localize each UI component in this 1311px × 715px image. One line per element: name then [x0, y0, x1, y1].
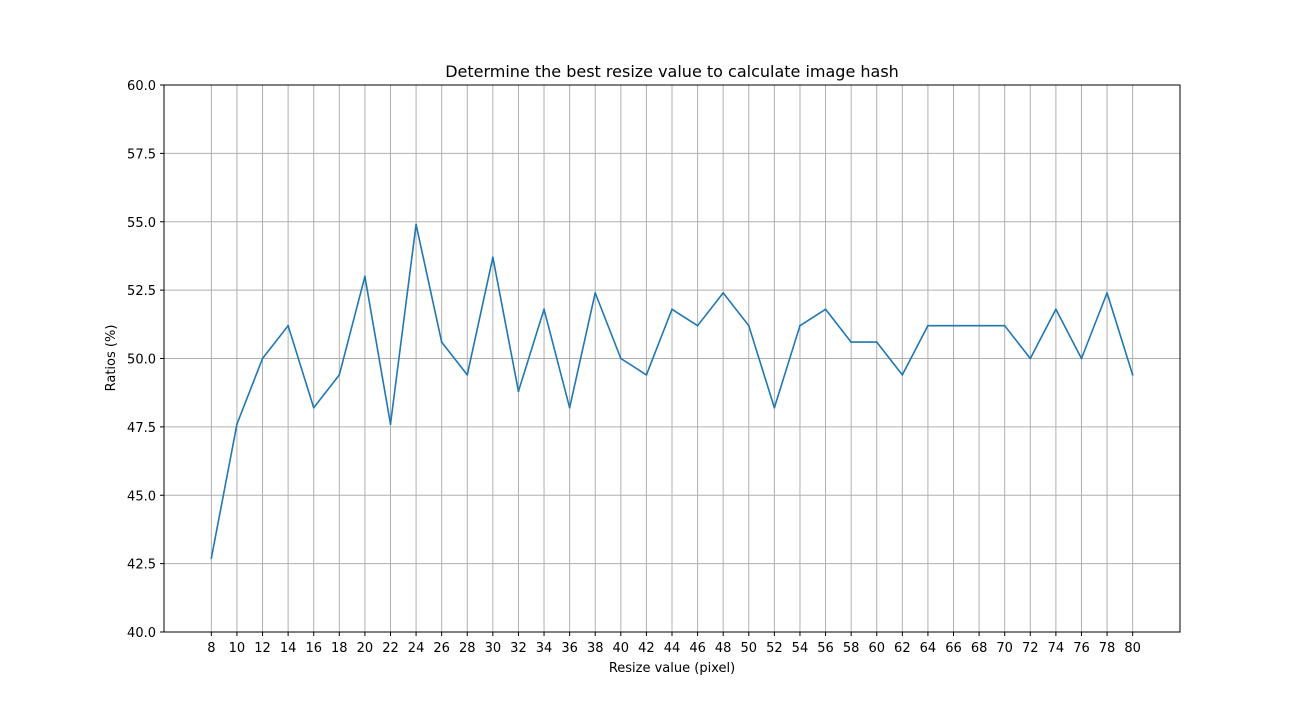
data-point: [875, 341, 878, 343]
x-tick-label: 20: [357, 641, 374, 656]
data-point: [747, 324, 750, 327]
y-tick-label: 40.0: [127, 626, 156, 641]
x-tick-label: 60: [868, 641, 885, 656]
data-point: [568, 406, 571, 409]
x-tick-label: 24: [408, 641, 425, 656]
x-tick-label: 12: [254, 641, 271, 656]
data-point: [799, 324, 801, 327]
x-tick-label: 78: [1099, 641, 1116, 656]
x-tick-label: 70: [996, 641, 1013, 656]
x-tick-label: 26: [433, 641, 450, 656]
data-point: [287, 324, 290, 327]
x-tick-label: 72: [1022, 641, 1039, 656]
chart-title: Determine the best resize value to calcu…: [445, 62, 899, 81]
data-point: [901, 374, 904, 376]
data-point: [1029, 357, 1032, 360]
x-tick-label: 32: [510, 641, 527, 656]
x-tick-label: 58: [843, 641, 860, 656]
data-point: [696, 324, 699, 327]
data-point: [1106, 291, 1108, 294]
data-point: [363, 275, 366, 278]
x-tick-label: 64: [920, 641, 937, 656]
data-point: [466, 374, 469, 376]
y-tick-label: 52.5: [127, 284, 156, 299]
y-tick-label: 60.0: [127, 79, 156, 94]
data-point: [261, 357, 264, 360]
x-tick-label: 14: [280, 641, 297, 656]
x-tick-label: 54: [792, 641, 809, 656]
data-point: [645, 374, 648, 376]
data-point: [671, 308, 673, 311]
data-point: [236, 423, 238, 426]
x-tick-label: 46: [689, 641, 706, 656]
y-axis: 40.0 42.5 45.0 47.5 50.0 52.5 55.0 57.5 60.0: [127, 79, 164, 641]
y-tick-label: 45.0: [127, 489, 156, 504]
x-tick-label: 18: [331, 641, 348, 656]
x-tick-label: 8: [207, 641, 215, 656]
x-axis-label: Resize value (pixel): [609, 661, 735, 676]
x-tick-label: 68: [971, 641, 988, 656]
x-tick-label: 44: [664, 641, 681, 656]
x-tick-label: 16: [305, 641, 322, 656]
data-point: [491, 256, 494, 259]
data-point: [952, 324, 955, 327]
data-point: [978, 324, 981, 327]
x-tick-label: 66: [945, 641, 962, 656]
x-tick-label: 34: [536, 641, 553, 656]
x-tick-label: 40: [613, 641, 630, 656]
x-tick-label: 42: [638, 641, 655, 656]
data-point: [1054, 308, 1057, 311]
data-point: [517, 390, 520, 393]
x-tick-label: 10: [229, 641, 246, 656]
x-tick-label: 76: [1073, 641, 1090, 656]
data-point: [619, 357, 622, 360]
data-point: [1003, 324, 1006, 327]
data-point: [594, 291, 597, 294]
data-point: [312, 406, 315, 409]
x-tick-label: 38: [587, 641, 604, 656]
x-tick-label: 52: [766, 641, 783, 656]
data-point: [773, 406, 776, 409]
data-point: [722, 291, 725, 294]
y-tick-label: 42.5: [127, 558, 156, 573]
y-tick-label: 47.5: [127, 421, 156, 436]
x-tick-label: 36: [561, 641, 578, 656]
data-point: [210, 557, 213, 560]
x-tick-label: 48: [715, 641, 732, 656]
series-layer: [210, 223, 1134, 560]
data-point: [415, 223, 417, 226]
data-point: [389, 423, 392, 426]
grid-layer: [164, 84, 1180, 633]
y-tick-label: 55.0: [127, 216, 156, 231]
y-axis-label: Ratios (%): [104, 325, 119, 392]
x-tick-label: 74: [1048, 641, 1065, 656]
y-tick-label: 50.0: [127, 353, 156, 368]
y-tick-label: 57.5: [127, 147, 156, 162]
data-point: [824, 308, 827, 311]
x-axis: 8 10 12 14 16 18 20 22 24 26 28 30 32 34 36 38 40 42 44 46 4…: [207, 632, 1141, 656]
x-tick-label: 28: [459, 641, 476, 656]
data-point: [543, 308, 545, 311]
data-point: [1080, 357, 1083, 360]
x-tick-label: 62: [894, 641, 911, 656]
data-point: [440, 341, 443, 343]
x-tick-label: 50: [741, 641, 758, 656]
data-point: [850, 341, 853, 343]
x-tick-label: 22: [382, 641, 399, 656]
x-tick-label: 30: [485, 641, 502, 656]
data-point: [1131, 374, 1134, 376]
data-point: [927, 324, 929, 327]
x-tick-label: 80: [1124, 641, 1141, 656]
x-tick-label: 56: [817, 641, 834, 656]
data-point: [338, 374, 341, 376]
